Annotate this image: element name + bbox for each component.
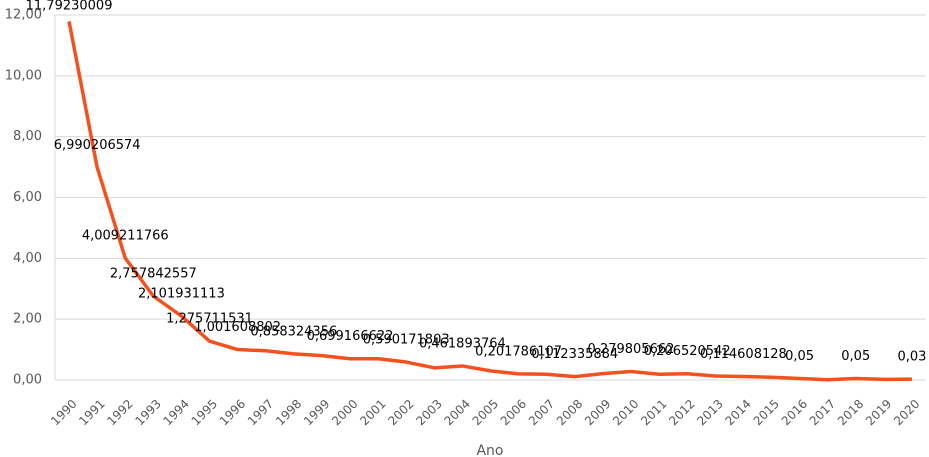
data-label: 6,990206574: [54, 138, 141, 153]
data-label: 0,279805662: [588, 342, 675, 357]
x-tick-label: 2009: [582, 397, 613, 428]
x-tick-label: 2020: [891, 397, 922, 428]
y-tick-label: 8,00: [13, 129, 42, 144]
x-tick-label: 2012: [666, 397, 697, 428]
data-label: 0,699166622: [307, 329, 394, 344]
x-tick-label: 2006: [498, 397, 529, 428]
x-tick-label: 2010: [610, 397, 641, 428]
data-label: 0,114608128: [700, 347, 787, 362]
x-tick-label: 1998: [273, 397, 304, 428]
x-tick-label: 1991: [76, 397, 107, 428]
x-tick-label: 1997: [245, 397, 276, 428]
x-tick-label: 2019: [863, 397, 894, 428]
data-label: 2,101931113: [138, 287, 225, 302]
y-tick-label: 4,00: [13, 251, 42, 266]
x-axis-title: Ano: [476, 443, 503, 457]
data-label: 0,590171803: [363, 333, 450, 348]
data-label: 0,206520542: [644, 344, 731, 359]
data-label: 0,05: [841, 349, 870, 364]
x-tick-label: 2003: [413, 397, 444, 428]
x-tick-label: 1999: [301, 397, 332, 428]
y-tick-label: 12,00: [5, 8, 42, 23]
x-tick-label: 1993: [132, 397, 163, 428]
y-tick-label: 0,00: [13, 373, 42, 388]
x-tick-label: 2008: [554, 397, 585, 428]
x-tick-label: 2004: [442, 397, 473, 428]
data-label: 0,05: [785, 349, 814, 364]
data-label: 1,001608802: [194, 320, 281, 335]
x-tick-label: 1994: [161, 397, 192, 428]
data-label: 0,112335884: [531, 347, 618, 362]
x-tick-label: 2011: [638, 397, 669, 428]
data-label: 2,757842557: [110, 267, 197, 282]
data-label: 4,009211766: [82, 229, 169, 244]
x-tick-label: 2014: [722, 397, 753, 428]
data-label: 0,858324356: [250, 324, 337, 339]
x-tick-label: 2005: [470, 397, 501, 428]
x-tick-label: 2000: [329, 397, 360, 428]
data-label: 0,03: [897, 350, 926, 365]
x-tick-label: 2016: [779, 397, 810, 428]
x-tick-label: 1990: [48, 397, 79, 428]
y-tick-label: 2,00: [13, 312, 42, 327]
x-tick-label: 2015: [751, 397, 782, 428]
x-tick-label: 1992: [104, 397, 135, 428]
x-tick-label: 1996: [217, 397, 248, 428]
x-tick-label: 2002: [385, 397, 416, 428]
data-label: 0,201786107: [475, 344, 562, 359]
x-tick-label: 2013: [694, 397, 725, 428]
x-tick-label: 2017: [807, 397, 838, 428]
y-tick-label: 10,00: [5, 68, 42, 83]
data-label: 0,461893764: [419, 336, 506, 351]
data-label: 11,79230009: [26, 0, 113, 14]
data-line: [67, 20, 912, 382]
x-tick-label: 2018: [835, 397, 866, 428]
x-tick-label: 2007: [526, 397, 557, 428]
y-tick-label: 6,00: [13, 190, 42, 205]
x-tick-label: 2001: [357, 397, 388, 428]
data-label: 1,275711531: [166, 312, 253, 327]
x-tick-label: 1995: [189, 397, 220, 428]
